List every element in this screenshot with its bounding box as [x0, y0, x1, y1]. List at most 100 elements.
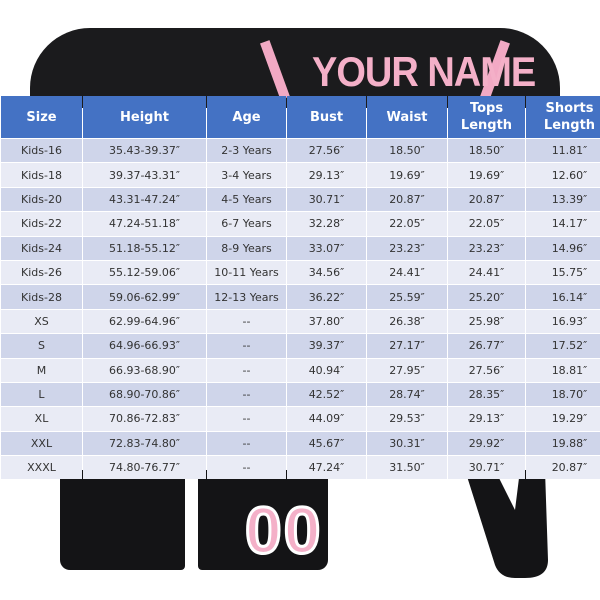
table-cell: 51.18-55.12″	[83, 236, 206, 260]
table-cell: 29.92″	[448, 431, 525, 456]
table-cell: 19.69″	[448, 163, 525, 187]
table-cell: 16.14″	[526, 285, 600, 309]
jersey-image	[30, 28, 560, 108]
table-cell: 12.60″	[526, 163, 600, 187]
table-cell: 6-7 Years	[207, 212, 286, 236]
table-cell: XS	[1, 309, 82, 334]
column-header: Age	[207, 96, 286, 138]
column-header: Size	[1, 96, 82, 138]
table-cell: 14.96″	[526, 236, 600, 260]
table-cell: 4-5 Years	[207, 187, 286, 212]
shorts-left-leg	[60, 470, 185, 570]
table-cell: 18.50″	[367, 139, 447, 163]
table-row: L 68.90-70.86″ -- 42.52″ 28.74″ 28.35″ 18.70″	[1, 382, 600, 407]
table-cell: --	[207, 334, 286, 358]
table-cell: 12-13 Years	[207, 285, 286, 309]
table-cell: 8-9 Years	[207, 236, 286, 260]
table-cell: XXL	[1, 431, 82, 456]
table-cell: 59.06-62.99″	[83, 285, 206, 309]
table-cell: 20.87″	[448, 187, 525, 212]
table-cell: S	[1, 334, 82, 358]
table-cell: 10-11 Years	[207, 260, 286, 285]
table-cell: 25.59″	[367, 285, 447, 309]
table-cell: 30.71″	[448, 456, 525, 480]
table-cell: 35.43-39.37″	[83, 139, 206, 163]
table-cell: 29.13″	[448, 407, 525, 431]
table-cell: 66.93-68.90″	[83, 358, 206, 382]
table-row: Kids-16 35.43-39.37″ 2-3 Years 27.56″ 18.50″…	[1, 139, 600, 163]
table-cell: --	[207, 309, 286, 334]
table-row: Kids-26 55.12-59.06″ 10-11 Years 34.56″ 24.4…	[1, 260, 600, 285]
shorts-number-print: 00	[243, 492, 323, 569]
table-cell: --	[207, 407, 286, 431]
column-header: Shorts Length	[526, 96, 600, 138]
table-cell: 3-4 Years	[207, 163, 286, 187]
table-cell: 17.52″	[526, 334, 600, 358]
table-cell: 28.35″	[448, 382, 525, 407]
table-cell: 29.13″	[287, 163, 366, 187]
table-cell: XXXL	[1, 456, 82, 480]
table-cell: 45.67″	[287, 431, 366, 456]
table-cell: 33.07″	[287, 236, 366, 260]
table-cell: 27.17″	[367, 334, 447, 358]
table-cell: 39.37-43.31″	[83, 163, 206, 187]
table-row: XS 62.99-64.96″ -- 37.80″ 26.38″ 25.98″ 16.93″	[1, 309, 600, 334]
table-cell: 16.93″	[526, 309, 600, 334]
table-cell: 24.41″	[367, 260, 447, 285]
size-chart-table: Size Height Age Bust Waist Tops Length Shorts Le…	[0, 95, 600, 480]
table-cell: 19.69″	[367, 163, 447, 187]
table-cell: 39.37″	[287, 334, 366, 358]
table-cell: 27.56″	[287, 139, 366, 163]
table-cell: 26.77″	[448, 334, 525, 358]
table-row: Kids-24 51.18-55.12″ 8-9 Years 33.07″ 23.23″…	[1, 236, 600, 260]
table-cell: 34.56″	[287, 260, 366, 285]
table-row: XXL 72.83-74.80″ -- 45.67″ 30.31″ 29.92″ 19.88…	[1, 431, 600, 456]
table-cell: 18.81″	[526, 358, 600, 382]
table-cell: 47.24-51.18″	[83, 212, 206, 236]
table-cell: 22.05″	[367, 212, 447, 236]
table-cell: Kids-28	[1, 285, 82, 309]
table-cell: 2-3 Years	[207, 139, 286, 163]
table-cell: Kids-22	[1, 212, 82, 236]
table-row: M 66.93-68.90″ -- 40.94″ 27.95″ 27.56″ 18.81″	[1, 358, 600, 382]
table-cell: 20.87″	[526, 456, 600, 480]
size-chart-header-row: Size Height Age Bust Waist Tops Length Shorts Le…	[1, 96, 600, 138]
shorts-right-leg	[198, 470, 328, 570]
table-cell: 37.80″	[287, 309, 366, 334]
table-cell: 68.90-70.86″	[83, 382, 206, 407]
table-cell: 30.31″	[367, 431, 447, 456]
table-cell: 74.80-76.77″	[83, 456, 206, 480]
table-cell: 32.28″	[287, 212, 366, 236]
column-header: Height	[83, 96, 206, 138]
table-cell: 36.22″	[287, 285, 366, 309]
table-cell: L	[1, 382, 82, 407]
table-cell: 62.99-64.96″	[83, 309, 206, 334]
table-cell: Kids-18	[1, 163, 82, 187]
table-cell: 55.12-59.06″	[83, 260, 206, 285]
table-cell: Kids-20	[1, 187, 82, 212]
table-cell: XL	[1, 407, 82, 431]
table-cell: 18.50″	[448, 139, 525, 163]
table-cell: 70.86-72.83″	[83, 407, 206, 431]
table-cell: --	[207, 431, 286, 456]
table-cell: 19.88″	[526, 431, 600, 456]
table-cell: 24.41″	[448, 260, 525, 285]
table-row: Kids-20 43.31-47.24″ 4-5 Years 30.71″ 20.87″…	[1, 187, 600, 212]
table-row: XL 70.86-72.83″ -- 44.09″ 29.53″ 29.13″ 19.29″	[1, 407, 600, 431]
table-cell: 18.70″	[526, 382, 600, 407]
table-cell: 19.29″	[526, 407, 600, 431]
table-cell: 27.95″	[367, 358, 447, 382]
table-cell: 25.98″	[448, 309, 525, 334]
table-cell: 44.09″	[287, 407, 366, 431]
table-row: Kids-22 47.24-51.18″ 6-7 Years 32.28″ 22.05″…	[1, 212, 600, 236]
table-cell: 20.87″	[367, 187, 447, 212]
table-cell: Kids-16	[1, 139, 82, 163]
table-cell: 29.53″	[367, 407, 447, 431]
table-cell: --	[207, 358, 286, 382]
table-row: Kids-28 59.06-62.99″ 12-13 Years 36.22″ 25.5…	[1, 285, 600, 309]
table-cell: 43.31-47.24″	[83, 187, 206, 212]
table-cell: 11.81″	[526, 139, 600, 163]
table-cell: Kids-24	[1, 236, 82, 260]
table-cell: 15.75″	[526, 260, 600, 285]
table-cell: Kids-26	[1, 260, 82, 285]
